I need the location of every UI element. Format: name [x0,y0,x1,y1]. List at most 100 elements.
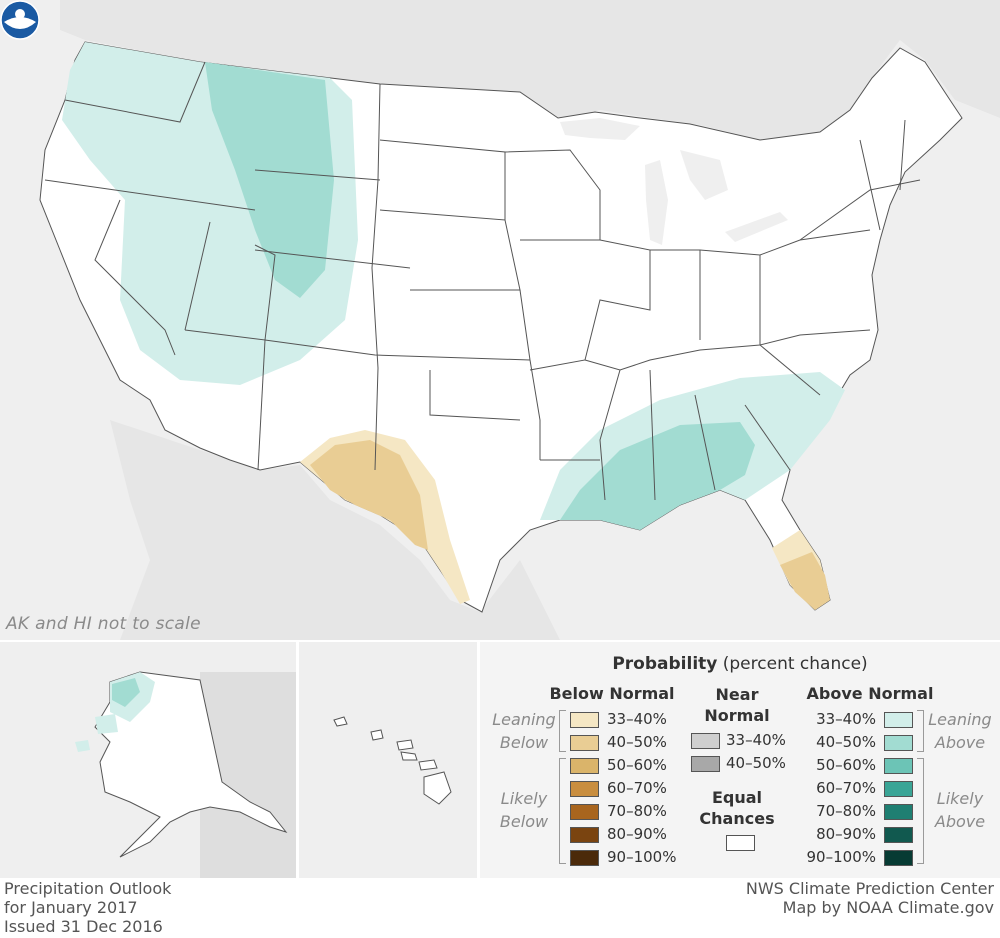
legend-swatch-label: 40–50% [726,754,786,772]
near-normal-heading: Near Normal [692,684,782,726]
likely-below-label: Likely Below [484,787,564,833]
legend-title: Probability (percent chance) [480,654,1000,674]
leaning-below-label-1: Leaning [492,710,556,729]
legend-swatch [570,850,599,866]
alaska-landmass [94,671,288,858]
above-row-0: 33–40% [480,710,1000,730]
alaska-inset [0,642,296,878]
legend-swatch-label: 60–70% [816,779,876,797]
legend-swatch-label: 80–90% [607,825,667,843]
equal-chances-heading-2: Chances [699,809,775,828]
below-row-2: 50–60% [480,756,1000,776]
legend-swatch [884,781,913,797]
below-row-5: 80–90% [480,825,1000,845]
scale-note: AK and HI not to scale [6,614,201,634]
alaska-above [112,678,140,707]
equal-chances-swatch [726,835,755,851]
above-normal-heading: Above Normal [806,684,934,703]
leaning-above-label-2: Above [934,733,986,752]
lake-huron [680,150,728,200]
canada-landmass [60,0,1000,140]
legend-swatch-label: 90–100% [607,848,677,866]
legend-swatch-label: 90–100% [806,848,876,866]
northern-rockies-above [205,62,334,298]
footer-issued-date: Issued 31 Dec 2016 [4,917,163,936]
leaning-above-label-1: Leaning [928,710,992,729]
alaska-west-above [95,714,118,734]
legend-swatch [884,758,913,774]
legend-swatch-label: 70–80% [816,802,876,820]
west-texas-below [310,440,428,550]
legend-swatch [884,804,913,820]
probability-legend: Probability (percent chance) Below Norma… [480,642,1000,878]
legend-swatch [570,712,599,728]
legend-swatch-label: 33–40% [816,710,876,728]
leaning-below-label: Leaning Below [484,708,564,754]
likely-below-label-1: Likely [500,789,548,808]
legend-swatch [570,758,599,774]
legend-swatch [570,735,599,751]
near-normal-heading-2: Normal [704,706,770,725]
legend-swatch-label: 60–70% [607,779,667,797]
legend-swatch-label: 40–50% [607,733,667,751]
likely-above-label-1: Likely [936,789,984,808]
legend-swatch-label: 33–40% [607,710,667,728]
leaning-below-bracket [559,710,566,752]
footer-outlook-info: Precipitation Outlook for January 2017 I… [4,879,171,936]
legend-swatch [884,827,913,843]
above-row-1: 40–50% [480,733,1000,753]
hawaii-islands [333,716,452,805]
below-row-3: 60–70% [480,779,1000,799]
equal-chances-heading: Equal Chances [692,787,782,829]
legend-swatch [570,781,599,797]
below-row-0: 33–40% [480,710,1000,730]
state-borders [44,61,921,501]
lake-erie [725,212,788,242]
noaa-logo-icon [0,0,40,40]
leaning-below-label-2: Below [499,733,549,752]
legend-swatch [691,733,720,749]
near-normal-heading-1: Near [715,685,759,704]
alaska-southwest-above [75,740,90,752]
above-row-5: 80–90% [480,825,1000,845]
legend-swatch [570,827,599,843]
alaska-inset-svg [75,671,296,878]
legend-swatch [570,804,599,820]
lake-michigan [645,160,668,245]
below-normal-heading: Below Normal [549,684,675,703]
footer-credits: NWS Climate Prediction Center Map by NOA… [746,879,994,917]
conus-map-svg [39,0,1000,640]
lake-superior [560,118,640,140]
legend-swatch [884,735,913,751]
likely-above-bracket [917,758,924,864]
footer-outlook-period: for January 2017 [4,898,138,917]
hawaii-inset-svg [333,716,452,805]
legend-swatch-label: 50–60% [607,756,667,774]
likely-below-label-2: Below [499,812,549,831]
leaning-above-bracket [917,710,924,752]
footer-credit-climate-gov: Map by NOAA Climate.gov [782,898,994,917]
legend-title-bold: Probability [612,654,718,674]
conus-map: AK and HI not to scale [0,0,1000,640]
above-row-4: 70–80% [480,802,1000,822]
likely-above-label: Likely Above [920,787,1000,833]
legend-title-rest: (percent chance) [717,654,868,674]
equal-chances-heading-1: Equal [711,788,763,807]
footer-outlook-title: Precipitation Outlook [4,879,172,898]
footer-credit-cpc: NWS Climate Prediction Center [745,879,994,898]
below-row-6: 90–100% [480,848,1000,868]
legend-swatch [884,712,913,728]
south-florida-below [780,552,830,610]
likely-below-bracket [559,758,566,864]
hawaii-inset [299,642,477,878]
below-row-1: 40–50% [480,733,1000,753]
leaning-above-label: Leaning Above [920,708,1000,754]
below-row-4: 70–80% [480,802,1000,822]
mexico-landmass [110,420,560,640]
legend-swatch-label: 80–90% [816,825,876,843]
near-row-1: 40–50% [480,754,1000,774]
likely-above-label-2: Above [934,812,986,831]
legend-swatch [691,756,720,772]
above-row-3: 60–70% [480,779,1000,799]
